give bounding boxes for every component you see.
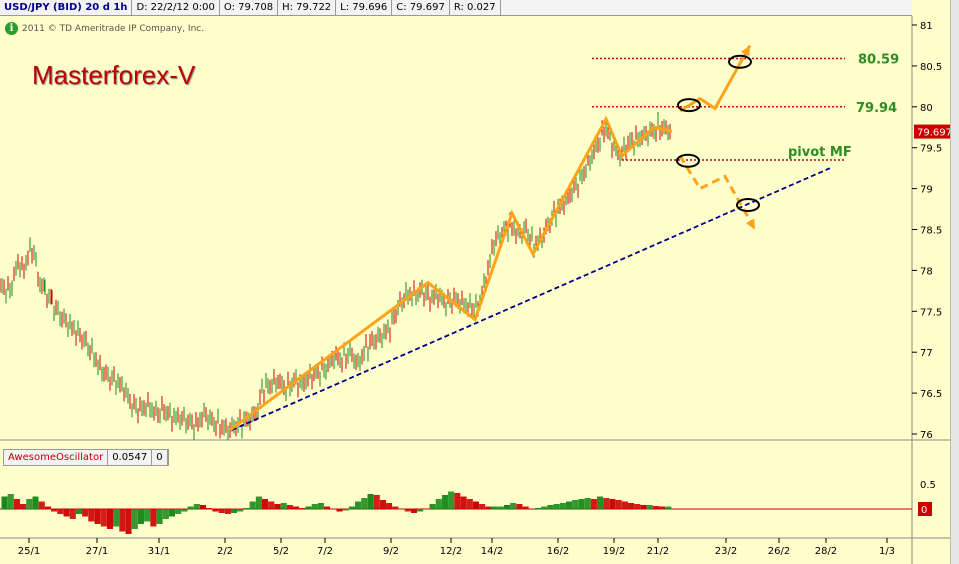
price-tick-label: 77 [920,348,933,359]
price-tick-label: 78 [920,266,933,277]
symbol-label[interactable]: USD/JPY (BID) 20 d 1h [0,0,133,15]
level-label: 80.59 [858,53,899,68]
last-price-box [914,124,956,139]
date-tick-label: 14/2 [481,546,503,557]
price-tick-label: 79 [920,185,933,196]
date-tick-label: 27/1 [86,546,108,557]
info-icon[interactable]: i [5,22,18,35]
marker-ellipse [728,54,752,69]
wave-path [229,115,673,432]
date-tick-label: 19/2 [603,546,625,557]
date-tick-label: 31/1 [148,546,170,557]
price-tick-label: 79.5 [920,144,942,155]
price-tick-label: 80.5 [920,62,942,73]
marker-ellipse [677,98,701,113]
vertical-scrollbar[interactable] [950,0,959,564]
date-tick-label: 1/3 [879,546,895,557]
date-tick-label: 28/2 [815,546,837,557]
price-tick-label: 81 [920,21,933,32]
date-tick-label: 12/2 [440,546,462,557]
last-price-label: 79.697 [917,128,952,139]
date-tick-label: 7/2 [317,546,333,557]
oscillator-value: 0.0547 [108,450,153,465]
level-label: pivot MF [788,145,852,160]
oscillator-name[interactable]: AwesomeOscillator [4,450,109,465]
price-tick-label: 76.5 [920,389,942,400]
low-label: L: 79.696 [336,0,393,15]
date-tick-label: 21/2 [647,546,669,557]
date-tick-label: 23/2 [715,546,737,557]
trendline [231,167,831,431]
date-tick-label: 5/2 [273,546,289,557]
price-tick-label: 80 [920,103,933,114]
chart-header: USD/JPY (BID) 20 d 1h D: 22/2/12 0:00 O:… [0,0,912,16]
bear-projection [678,155,757,231]
date-tick-label: 9/2 [383,546,399,557]
close-label: C: 79.697 [392,0,450,15]
copyright-text: 2011 © TD Ameritrade IP Company, Inc. [22,23,205,34]
brand-watermark: Masterforex-V [32,60,196,90]
oscillator-param: 0 [152,450,168,465]
price-tick-label: 77.5 [920,307,942,318]
oscillator-tick-label: 0.5 [920,480,936,491]
bull-projection-arrowhead [741,45,750,57]
oscillator-tick-label: 0 [921,505,927,516]
price-tick-label: 78.5 [920,226,942,237]
open-label: O: 79.708 [220,0,279,15]
date-tick-label: 26/2 [768,546,790,557]
date-tick-label: 2/2 [217,546,233,557]
copyright: i 2011 © TD Ameritrade IP Company, Inc. [5,22,204,35]
high-label: H: 79.722 [278,0,337,15]
marker-ellipse [736,197,760,212]
level-label: 79.94 [856,101,897,116]
range-label: R: 0.027 [450,0,501,15]
date-tick-label: 16/2 [547,546,569,557]
date-label: D: 22/2/12 0:00 [132,0,220,15]
bull-projection [679,44,752,113]
date-tick-label: 25/1 [18,546,40,557]
price-tick-label: 76 [920,430,933,441]
bear-projection-arrowhead [745,218,755,230]
marker-ellipse [676,153,700,168]
oscillator-header: AwesomeOscillator 0.0547 0 [3,449,169,466]
oscillator-zero-box [918,502,932,516]
